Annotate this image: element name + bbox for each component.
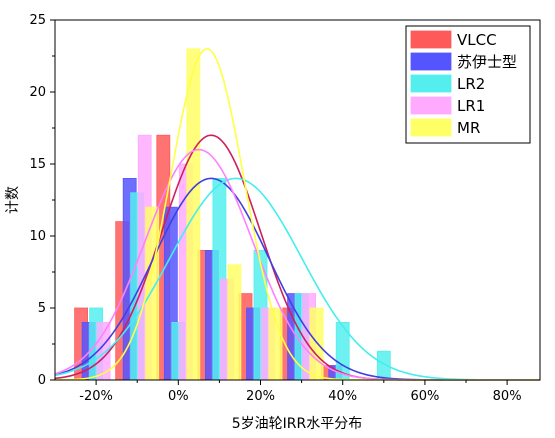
y-tick-label: 25 [29, 13, 46, 28]
legend-swatch [410, 118, 452, 137]
bar [227, 264, 242, 381]
y-tick-label: 5 [38, 301, 46, 316]
y-tick-label: 20 [29, 85, 46, 100]
bar [309, 307, 324, 381]
x-tick-label: 0% [168, 389, 189, 404]
x-tick-label: 60% [410, 389, 439, 404]
x-tick-label: 20% [246, 389, 275, 404]
y-tick-label: 10 [29, 229, 46, 244]
x-tick-label: -20% [79, 389, 113, 404]
x-axis: -20% 0% 20% 40% 60% 80% [79, 380, 522, 404]
bar [186, 48, 201, 381]
legend-label: LR2 [457, 75, 485, 93]
y-tick-label: 15 [29, 157, 46, 172]
legend-swatch [410, 52, 452, 71]
y-axis-title: 计数 [5, 186, 21, 214]
legend-swatch [410, 74, 452, 93]
y-tick-label: 0 [38, 373, 46, 388]
x-axis-title: 5岁油轮IRR水平分布 [232, 416, 363, 432]
legend: VLCC 苏伊士型 LR2 LR1 MR [405, 25, 531, 144]
x-tick-label: 40% [328, 389, 357, 404]
y-axis: 0 5 10 15 20 25 [29, 13, 55, 388]
legend-label: 苏伊士型 [457, 53, 517, 71]
legend-swatch [410, 30, 452, 49]
legend-label: VLCC [457, 31, 497, 49]
legend-label: LR1 [457, 97, 485, 115]
bars-layer [74, 48, 391, 381]
legend-label: MR [457, 119, 480, 137]
legend-swatch [410, 96, 452, 115]
plot-area [54, 19, 541, 381]
x-tick-label: 80% [493, 389, 522, 404]
